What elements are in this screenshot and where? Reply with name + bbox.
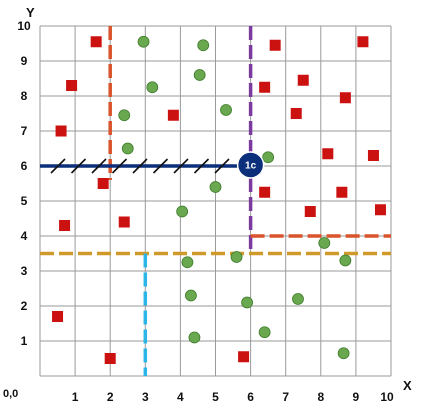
badge-label: 1c <box>245 161 257 172</box>
square-point <box>97 178 109 189</box>
circle-point <box>193 69 206 81</box>
y-tick-label: 1 <box>21 334 28 348</box>
hatch-mark <box>214 158 230 174</box>
square-point <box>259 81 271 93</box>
square-point <box>290 108 302 119</box>
x-tick-label: 10 <box>380 390 394 404</box>
grid-lines <box>39 25 392 377</box>
circle-point <box>209 181 222 193</box>
square-point <box>367 150 379 161</box>
square-point <box>322 148 334 160</box>
y-tick-label: 6 <box>21 159 28 173</box>
y-tick-label: 8 <box>21 89 28 103</box>
square-point <box>55 125 67 137</box>
square-point <box>118 216 130 228</box>
circle-point <box>176 205 189 218</box>
square-point <box>90 36 102 48</box>
y-tick-label: 4 <box>21 229 28 243</box>
hatch-mark <box>111 158 128 174</box>
x-tick-label: 1 <box>72 390 79 404</box>
hatch-mark <box>91 158 107 174</box>
circle-point <box>258 326 271 339</box>
badge-circle <box>236 151 265 179</box>
square-point <box>66 80 78 91</box>
circle-point <box>292 293 304 305</box>
x-tick-label: 6 <box>247 390 254 404</box>
square-point <box>304 206 316 217</box>
square-point <box>336 186 348 198</box>
square-point <box>259 186 271 198</box>
x-tick-label: 3 <box>142 390 149 404</box>
circle-point <box>318 237 331 249</box>
y-tick-label: 2 <box>21 299 28 313</box>
circle-point <box>241 296 253 309</box>
circle-point <box>137 35 150 48</box>
y-tick-label: 5 <box>21 194 28 208</box>
square-point <box>167 109 179 121</box>
y-axis-label: Y <box>26 5 35 20</box>
square-point <box>357 36 369 48</box>
square-point <box>104 353 116 364</box>
circle-point <box>118 109 131 122</box>
circle-point <box>220 104 232 116</box>
y-tick-label: 7 <box>21 124 28 138</box>
circle-point <box>339 254 352 267</box>
circle-point <box>337 347 350 360</box>
circle-point <box>230 251 243 263</box>
data-marks <box>52 35 386 364</box>
point-badge: 1c <box>236 151 265 179</box>
square-point <box>339 92 351 104</box>
hatch-mark <box>173 158 189 174</box>
hatch-mark <box>132 158 148 174</box>
hatch-mark <box>70 158 87 174</box>
y-tick-label: 10 <box>17 19 31 33</box>
x-tick-label: 9 <box>353 390 360 404</box>
circle-point <box>146 81 159 94</box>
circle-point <box>262 151 275 164</box>
x-tick-label: 2 <box>107 390 114 404</box>
square-point <box>59 220 71 231</box>
x-axis-label: X <box>403 378 412 393</box>
x-tick-label: 5 <box>212 390 219 404</box>
x-tick-label: 7 <box>282 390 289 404</box>
guide-lines <box>40 26 391 376</box>
square-point <box>238 351 250 363</box>
y-tick-label: 3 <box>21 264 28 278</box>
origin-label: 0,0 <box>3 388 18 400</box>
hatch-mark <box>193 158 210 174</box>
square-point <box>52 311 64 322</box>
circle-point <box>185 289 197 302</box>
circle-point <box>181 256 194 269</box>
x-tick-label: 4 <box>177 390 184 404</box>
y-tick-label: 9 <box>21 54 28 68</box>
square-point <box>269 39 281 51</box>
circle-point <box>121 142 134 155</box>
hatch-mark <box>50 158 66 174</box>
circle-point <box>197 39 210 52</box>
tick-labels: 1 2 3 4 5 6 7 8 9 10 1 2 3 4 5 6 7 8 9 10 <box>17 19 394 404</box>
circle-point <box>188 331 201 344</box>
hatch-mark <box>152 158 169 174</box>
square-point <box>374 204 386 216</box>
square-point <box>297 74 309 86</box>
x-tick-label: 8 <box>317 390 324 404</box>
